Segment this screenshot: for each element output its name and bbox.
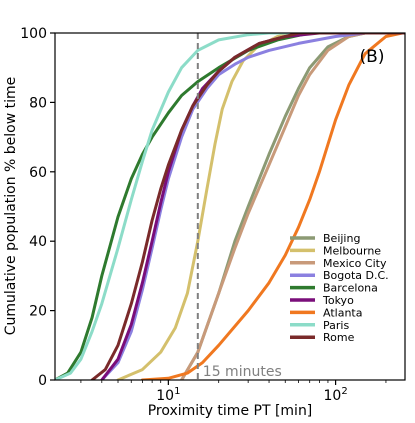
series-line-paris — [55, 33, 405, 380]
series-line-mexico-city — [180, 33, 405, 380]
series-layer — [55, 33, 405, 380]
series-line-barcelona — [55, 33, 405, 380]
legend-label: Tokyo — [322, 294, 354, 307]
y-tick-label: 20 — [29, 304, 47, 320]
x-tick-label: 101 — [156, 386, 180, 404]
series-line-beijing — [180, 33, 405, 380]
legend-label: Beijing — [323, 232, 360, 245]
x-axis-label: Proximity time PT [min] — [148, 403, 313, 419]
y-tick-label: 80 — [29, 95, 47, 111]
panel-label: (B) — [360, 47, 385, 67]
series-line-tokyo — [100, 33, 405, 380]
legend-label: Mexico City — [323, 257, 387, 270]
series-line-bogota-d-c — [100, 33, 405, 380]
legend-label: Paris — [323, 319, 349, 332]
y-axis-label: Cumulative population % below time — [3, 77, 19, 336]
series-line-rome — [90, 33, 405, 380]
legend-label: Atlanta — [323, 306, 362, 319]
x-tick-label: 102 — [323, 386, 347, 404]
axes-layer: 0 20 40 60 80 100 101 102 — [20, 26, 387, 404]
y-tick-label: 60 — [29, 165, 47, 181]
plot-frame — [54, 32, 406, 381]
y-tick-label: 0 — [38, 373, 47, 389]
y-tick-label: 40 — [29, 234, 47, 250]
legend-label: Rome — [323, 331, 355, 344]
series-line-atlanta — [140, 33, 405, 380]
legend-label: Barcelona — [323, 282, 378, 295]
legend-label: Melbourne — [323, 244, 381, 257]
reference-line-label: 15 minutes — [203, 364, 282, 380]
legend-label: Bogota D.C. — [323, 269, 389, 282]
y-tick-label: 100 — [20, 26, 47, 42]
